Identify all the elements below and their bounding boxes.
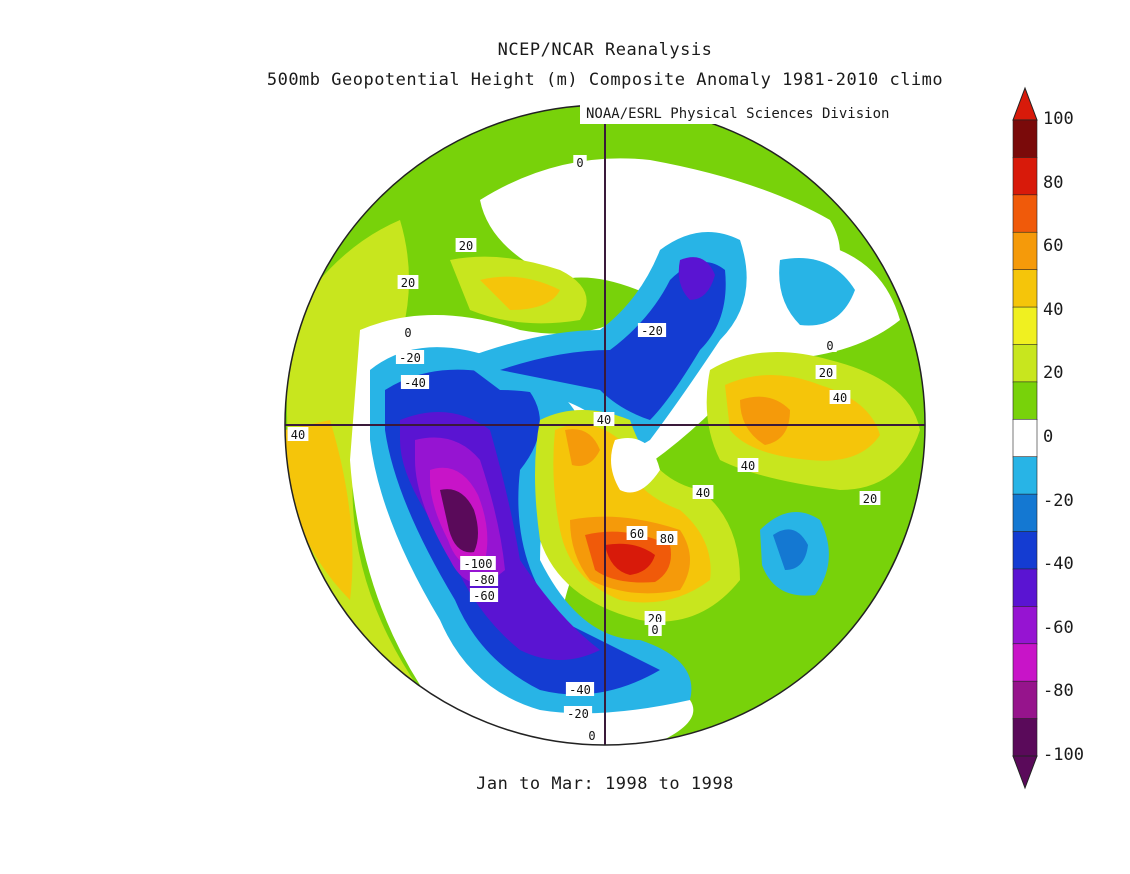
contour-label-bg xyxy=(287,427,309,441)
colorbar-swatch xyxy=(1012,643,1038,682)
contour-label: -20 xyxy=(567,707,589,721)
contour-label: -80 xyxy=(473,573,495,587)
colorbar-tick-label: 20 xyxy=(1043,363,1064,384)
colorbar-swatch xyxy=(1012,418,1038,458)
contour-label-bg xyxy=(859,491,881,505)
contour-label-bg xyxy=(656,531,678,545)
anomaly-band-neg30-atlantic xyxy=(773,529,808,570)
colorbar-tick-label: 100 xyxy=(1043,109,1074,129)
period-label: Jan to Mar: 1998 to 1998 xyxy=(476,774,734,794)
page-title: NCEP/NCAR Reanalysis xyxy=(497,40,713,60)
contour-label-bg xyxy=(395,350,425,364)
contour-label: -40 xyxy=(569,683,591,697)
contour-label: 0 xyxy=(576,156,583,170)
contour-label-bg xyxy=(565,682,595,696)
colorbar-tick-label: -20 xyxy=(1043,490,1074,511)
colorbar-tick-label: 60 xyxy=(1043,236,1064,257)
colorbar-swatch xyxy=(1012,157,1038,196)
colorbar-swatch xyxy=(1012,568,1038,608)
contour-label-bg xyxy=(401,325,415,339)
contour-label: -20 xyxy=(641,324,663,338)
contour-label-bg xyxy=(737,458,759,472)
colorbar xyxy=(1012,86,1038,790)
contour-label: 0 xyxy=(404,326,411,340)
colorbar-swatch xyxy=(1012,606,1038,645)
anomaly-band-60-greenland xyxy=(565,429,600,466)
anomaly-band-50-west xyxy=(285,420,353,600)
contour-label: 40 xyxy=(741,459,755,473)
contour-label-bg xyxy=(626,526,648,540)
contour-label: -60 xyxy=(473,589,495,603)
anomaly-band-neg40-arctic xyxy=(500,262,726,420)
contour-label-bg xyxy=(455,238,477,252)
contour-label-bg xyxy=(593,412,615,426)
contour-label: 80 xyxy=(660,532,674,546)
contour-label-bg xyxy=(585,728,599,742)
contour-label-bg xyxy=(692,485,714,499)
contour-label: 0 xyxy=(651,623,658,637)
contour-label: -20 xyxy=(399,351,421,365)
contour-label: 60 xyxy=(630,527,644,541)
contour-label-bg xyxy=(573,155,587,169)
colorbar-swatch xyxy=(1012,493,1038,533)
colorbar-swatch xyxy=(1012,680,1038,720)
contour-label: 40 xyxy=(696,486,710,500)
contour-label-bg xyxy=(469,572,499,586)
contour-label: 20 xyxy=(459,239,473,253)
contour-label: 0 xyxy=(826,339,833,353)
colorbar-swatch xyxy=(1012,119,1038,159)
contour-label-bg xyxy=(823,338,837,352)
contour-label-bg xyxy=(397,275,419,289)
colorbar-swatch xyxy=(1012,231,1038,271)
contour-label: 20 xyxy=(863,492,877,506)
credit-label: NOAA/ESRL Physical Sciences Division xyxy=(580,104,896,124)
colorbar-up-arrow-icon xyxy=(1012,86,1038,121)
anomaly-band-90-canada xyxy=(605,543,655,575)
contour-label: 40 xyxy=(833,391,847,405)
contour-label: 20 xyxy=(819,366,833,380)
contour-label-bg xyxy=(829,390,851,404)
colorbar-swatch xyxy=(1012,718,1038,757)
map-disc xyxy=(285,105,925,745)
colorbar-swatch xyxy=(1012,306,1038,346)
contour-label: 40 xyxy=(291,428,305,442)
page-subtitle: 500mb Geopotential Height (m) Composite … xyxy=(266,70,944,90)
colorbar-tick-label: 40 xyxy=(1043,299,1064,320)
contour-label: -40 xyxy=(404,376,426,390)
contour-label-bg xyxy=(637,323,667,337)
colorbar-swatch xyxy=(1012,456,1038,495)
colorbar-swatch xyxy=(1012,531,1038,570)
contour-label-bg xyxy=(563,706,593,720)
anomaly-band-neg20-siberia xyxy=(779,258,855,326)
contour-label: 0 xyxy=(588,729,595,743)
anomaly-band-0-pole xyxy=(611,438,660,493)
colorbar-swatch xyxy=(1012,344,1038,383)
contour-label-bg xyxy=(460,556,496,570)
contour-label: 20 xyxy=(401,276,415,290)
contour-label-bg xyxy=(400,375,430,389)
colorbar-tick-label: -40 xyxy=(1043,554,1074,575)
colorbar-down-arrow-icon xyxy=(1012,755,1038,790)
contour-label: -100 xyxy=(464,557,493,571)
colorbar-tick-label: 80 xyxy=(1043,172,1064,193)
colorbar-tick-label: 0 xyxy=(1043,427,1054,447)
anomaly-band-60-europe xyxy=(740,396,790,445)
colorbar-tick-label: -80 xyxy=(1043,681,1074,702)
contour-label-bg xyxy=(815,365,837,379)
anomaly-band-neg100 xyxy=(440,489,478,553)
colorbar-tick-label: -60 xyxy=(1043,617,1074,638)
colorbar-swatch xyxy=(1012,381,1038,421)
anomaly-band-neg60-arctic xyxy=(678,257,715,300)
contour-label-bg xyxy=(648,622,662,636)
anomaly-band-0-north xyxy=(480,158,840,323)
contour-label: 40 xyxy=(597,413,611,427)
anomaly-band-50-north-pacific xyxy=(480,276,560,310)
colorbar-swatch xyxy=(1012,194,1038,234)
colorbar-tick-label: -100 xyxy=(1043,745,1084,765)
contour-label-bg xyxy=(469,588,499,602)
colorbar-swatch xyxy=(1012,269,1038,308)
contour-label-bg xyxy=(644,611,666,625)
